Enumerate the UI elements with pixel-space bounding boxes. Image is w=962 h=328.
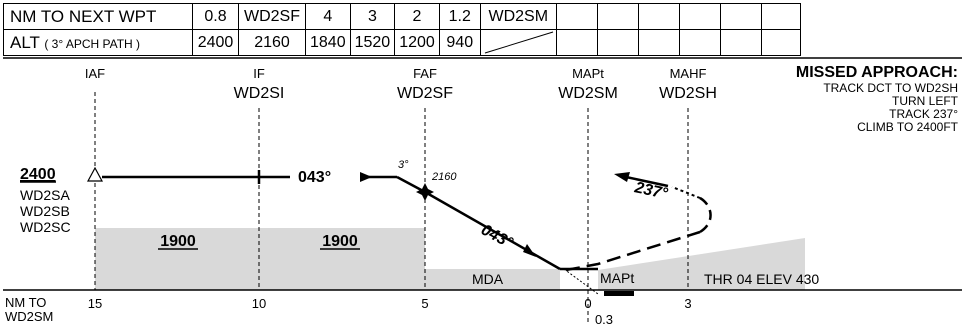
distance-cell bbox=[678, 3, 721, 30]
threshold-label: THR 04 ELEV 430 bbox=[704, 271, 819, 287]
missed-approach-line: TRACK 237° bbox=[889, 107, 958, 121]
distance-cell: 4 bbox=[305, 3, 351, 30]
axis-tick-label: 15 bbox=[88, 296, 102, 311]
faf-label: FAF bbox=[413, 66, 437, 81]
altitude-row: ALT ( 3° APCH PATH ) 2400 2160 1840 1520… bbox=[3, 29, 801, 56]
msa-shading bbox=[95, 228, 560, 290]
distance-cell: 0.8 bbox=[192, 3, 239, 30]
approach-path-label: ( 3° APCH PATH ) bbox=[44, 36, 141, 51]
track-label: 043° bbox=[298, 169, 331, 186]
msa-label: 1900 bbox=[160, 233, 196, 250]
initial-fix-name: WD2SC bbox=[20, 219, 71, 235]
diagonal-slash bbox=[484, 31, 553, 54]
initial-fix-name: WD2SA bbox=[20, 187, 70, 203]
altitude-cell: 2160 bbox=[238, 29, 306, 56]
missed-track-line bbox=[625, 175, 669, 188]
msa-label: 1900 bbox=[322, 233, 358, 250]
visual-segment bbox=[563, 268, 599, 295]
altitude-cell bbox=[596, 29, 639, 56]
axis-tick-label: 3 bbox=[684, 296, 691, 311]
runway-bar bbox=[604, 291, 634, 296]
altitude-cell: 1520 bbox=[349, 29, 396, 56]
altitude-cell: 1840 bbox=[305, 29, 351, 56]
missed-approach-title: MISSED APPROACH: bbox=[796, 64, 958, 81]
iaf-triangle-icon bbox=[86, 166, 104, 182]
direction-arrow-icon bbox=[360, 172, 372, 182]
mapt-ground-label: MAPt bbox=[600, 270, 634, 286]
mahf-label: MAHF bbox=[670, 66, 707, 81]
altitude-row-label: ALT ( 3° APCH PATH ) bbox=[3, 29, 193, 56]
axis-label: WD2SM bbox=[5, 309, 53, 324]
final-track-label: 043° bbox=[478, 222, 516, 253]
altitude-diagonal-cell bbox=[479, 29, 557, 56]
altitude-cell: 2400 bbox=[192, 29, 239, 56]
altitude-cell: 1200 bbox=[394, 29, 440, 56]
altitude-cell bbox=[719, 29, 762, 56]
faf-cross-icon bbox=[416, 183, 434, 201]
axis-tick-label: 5 bbox=[421, 296, 428, 311]
faf-altitude-label: 2160 bbox=[431, 171, 457, 183]
initial-fix-name: WD2SB bbox=[20, 203, 70, 219]
if-label: IF bbox=[253, 66, 265, 81]
mapt-label: MAPt bbox=[572, 66, 604, 81]
missed-approach-return bbox=[671, 186, 701, 199]
initial-altitude: 2400 bbox=[20, 166, 56, 183]
distance-row-label: NM TO NEXT WPT bbox=[3, 3, 193, 30]
missed-approach-line: TRACK DCT TO WD2SH bbox=[823, 81, 958, 95]
mahf-name: WD2SH bbox=[659, 85, 717, 102]
axis-label: NM TO bbox=[5, 295, 46, 310]
axis-tick-label: 10 bbox=[252, 296, 266, 311]
missed-arrow-icon bbox=[614, 172, 630, 182]
glide-angle-label: 3° bbox=[398, 159, 409, 171]
altitude-cell bbox=[637, 29, 680, 56]
mda-label: MDA bbox=[472, 271, 504, 287]
missed-track-label: 237° bbox=[632, 179, 669, 203]
mapt-name: WD2SM bbox=[558, 85, 618, 102]
distance-altitude-table: NM TO NEXT WPT 0.8 WD2SF 4 3 2 1.2 WD2SM… bbox=[3, 3, 801, 56]
distance-cell: 1.2 bbox=[438, 3, 481, 30]
iaf-label: IAF bbox=[85, 66, 105, 81]
faf-name: WD2SF bbox=[397, 85, 453, 102]
distance-cell: 3 bbox=[349, 3, 396, 30]
distance-cell: 2 bbox=[394, 3, 440, 30]
distance-cell bbox=[719, 3, 762, 30]
altitude-cell: 940 bbox=[438, 29, 481, 56]
distance-cell bbox=[760, 3, 801, 30]
altitude-label: ALT bbox=[10, 32, 40, 52]
axis-sub-tick-label: 0.3 bbox=[595, 312, 613, 327]
altitude-cell bbox=[760, 29, 801, 56]
missed-approach-turn bbox=[699, 196, 712, 234]
missed-approach-line: CLIMB TO 2400FT bbox=[857, 120, 959, 134]
missed-approach-path bbox=[565, 230, 701, 272]
axis-tick-label: 0 bbox=[584, 296, 591, 311]
if-name: WD2SI bbox=[234, 85, 285, 102]
missed-approach-line: TURN LEFT bbox=[892, 94, 959, 108]
descent-arrow-icon bbox=[523, 244, 536, 257]
runway-approach-shading bbox=[598, 238, 805, 290]
